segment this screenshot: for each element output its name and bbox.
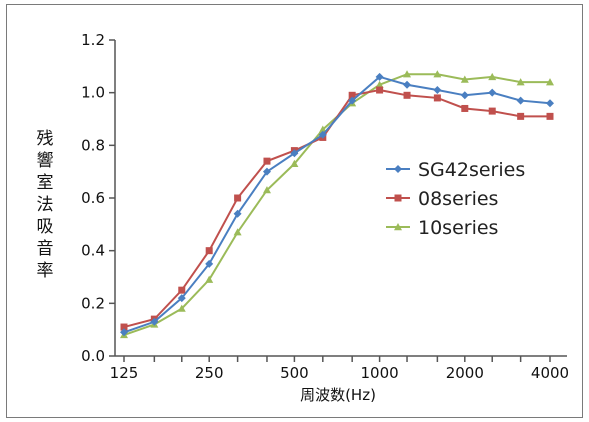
data-point [262,186,271,194]
x-tick-label: 500 [280,364,309,382]
data-point [318,130,327,139]
data-point [120,323,128,331]
data-point [348,96,357,105]
legend-label: 10series [418,217,498,239]
legend: SG42series 08series 10series [386,159,525,239]
data-point [516,96,525,105]
data-point [403,70,412,78]
data-point [517,112,525,120]
legend-label: SG42series [418,159,525,181]
x-tick-label: 250 [195,364,224,382]
data-point [376,86,384,94]
data-point [177,294,186,303]
data-point [488,107,496,115]
data-point [516,78,525,86]
data-point [460,91,469,100]
y-tick-label: 0.8 [81,136,105,154]
x-tick-label: 125 [110,364,139,382]
data-point [262,167,271,176]
x-tick-label: 1000 [361,364,399,382]
y-tick-label: 1.0 [81,84,105,102]
data-point [120,328,128,337]
data-point [290,149,299,158]
data-point [290,159,299,167]
y-axis-title: 残響室法吸音率 [36,129,54,281]
y-tick-label: 0.2 [81,294,105,312]
legend-swatch-marker [394,165,402,173]
data-point [348,91,356,99]
legend-swatch-marker [394,223,402,231]
data-point [205,259,214,268]
data-point [263,157,271,165]
data-point [233,228,242,236]
axes: 0.0 0.2 0.4 0.6 0.8 1.0 1.2 125 250 500 1000 2000 40… [81,31,569,382]
y-tick-label: 0.4 [81,242,105,260]
data-point [403,91,411,99]
data-point [178,286,186,294]
legend-entry: 10series [386,217,498,239]
x-tick-label: 4000 [531,364,569,382]
data-point [433,86,442,95]
data-point [433,94,441,102]
data-point [150,317,159,326]
x-tick-label: 2000 [446,364,484,382]
data-point [233,209,242,218]
data-point [375,80,384,88]
y-tick-label: 0.6 [81,189,105,207]
data-point [488,72,497,81]
series-line [123,75,551,334]
legend-label: 08series [418,188,498,210]
legend-entry: SG42series [386,159,525,181]
data-point [488,88,497,97]
data-point [546,99,554,108]
data-point [403,80,412,89]
data-point [460,75,469,83]
data-point [433,70,442,78]
y-tick-label: 0.0 [81,347,105,365]
series-SG42series [120,72,554,337]
x-axis-title: 周波数(Hz) [300,386,376,404]
data-point [205,275,214,283]
data-point [205,247,213,255]
series-layer [120,70,554,339]
data-point [461,104,469,112]
legend-swatch-marker [394,194,402,202]
data-point [177,304,186,312]
data-point [234,194,242,202]
y-tick-label: 1.2 [81,31,105,49]
data-point [546,112,554,120]
data-point [546,78,554,86]
data-point [375,72,384,81]
chart-frame [6,4,583,418]
legend-entry: 08series [386,188,498,210]
